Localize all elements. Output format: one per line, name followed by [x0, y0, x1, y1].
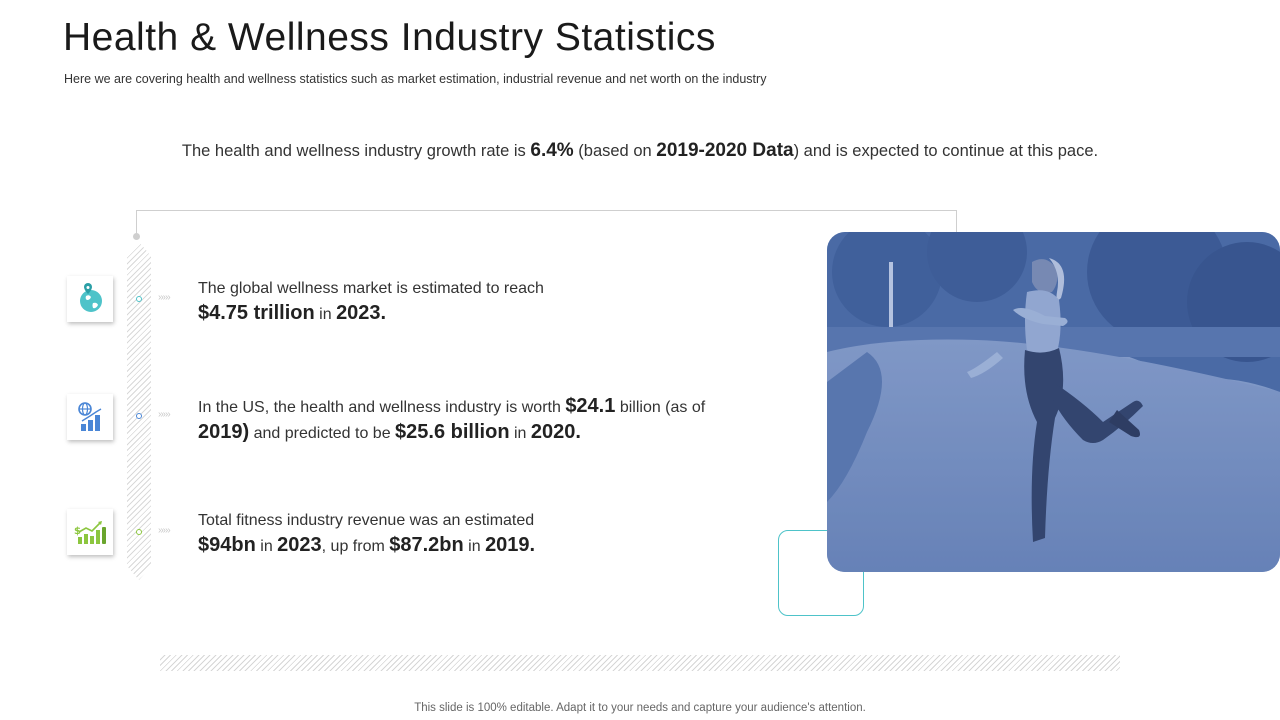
- stat1-line1: The global wellness market is estimated …: [198, 280, 544, 297]
- footer-note: This slide is 100% editable. Adapt it to…: [414, 702, 866, 714]
- chevron-arrows-2: ›››››: [158, 409, 171, 420]
- icon-box-wellness-market: [67, 276, 113, 322]
- chevron-arrows-1: ›››››: [158, 292, 171, 303]
- growth-rate-statement: The health and wellness industry growth …: [0, 140, 1280, 162]
- stat3-year1: 2023: [277, 534, 322, 556]
- stat1-year: 2023.: [336, 302, 387, 324]
- growth-text-post: ) and is expected to continue at this pa…: [793, 142, 1099, 160]
- page-subtitle: Here we are covering health and wellness…: [64, 72, 767, 86]
- timeline-node-2: [136, 413, 142, 419]
- stat2-value1: $24.1: [565, 395, 616, 417]
- icon-box-us-industry: [67, 394, 113, 440]
- stat2-line1-pre: In the US, the health and wellness indus…: [198, 399, 566, 416]
- stat2-in: in: [509, 425, 531, 442]
- svg-text:$: $: [74, 526, 81, 537]
- page-title: Health & Wellness Industry Statistics: [63, 16, 716, 59]
- globe-bar-chart-icon: [78, 402, 102, 431]
- stat3-mid: , up from: [321, 538, 390, 555]
- stat3-value1: $94bn: [198, 534, 256, 556]
- growth-text-mid: (based on: [573, 142, 657, 160]
- chevron-arrows-3: ›››››: [158, 525, 171, 536]
- stat2-line1-post: billion (as of: [615, 399, 706, 416]
- stat3-value2: $87.2bn: [389, 534, 464, 556]
- woman-stretching-photo: [827, 232, 1280, 572]
- stat2-value2: $25.6 billion: [395, 421, 510, 443]
- stat2-year2: 2020.: [530, 421, 581, 443]
- timeline-node-3: [136, 529, 142, 535]
- connector-frame: [136, 210, 957, 234]
- stat3-line1: Total fitness industry revenue was an es…: [198, 512, 535, 529]
- stat1-value: $4.75 trillion: [198, 302, 315, 324]
- stat3-year2: 2019.: [485, 534, 536, 556]
- timeline-node-1: [136, 296, 142, 302]
- stat-us-industry: In the US, the health and wellness indus…: [198, 394, 705, 446]
- stat2-year1: 2019): [198, 421, 250, 443]
- decorative-hatched-bar: [160, 655, 1120, 671]
- stat-wellness-market: The global wellness market is estimated …: [198, 277, 544, 327]
- connector-dot: [133, 233, 140, 240]
- stat-fitness-revenue: Total fitness industry revenue was an es…: [198, 509, 535, 559]
- growth-text-pre: The health and wellness industry growth …: [181, 142, 531, 160]
- stat1-in: in: [314, 306, 337, 323]
- dollar-growth-chart-icon: $: [74, 521, 106, 544]
- accent-square-outline: [778, 530, 864, 616]
- stat3-in1: in: [255, 538, 278, 555]
- icon-box-fitness-revenue: $: [67, 509, 113, 555]
- globe-map-pin-icon: [80, 283, 102, 312]
- growth-period: 2019-2020 Data: [656, 140, 794, 161]
- growth-rate-value: 6.4%: [530, 140, 574, 161]
- stat3-in2: in: [463, 538, 486, 555]
- stat2-mid: and predicted to be: [249, 425, 396, 442]
- photo-illustration: [827, 232, 1280, 572]
